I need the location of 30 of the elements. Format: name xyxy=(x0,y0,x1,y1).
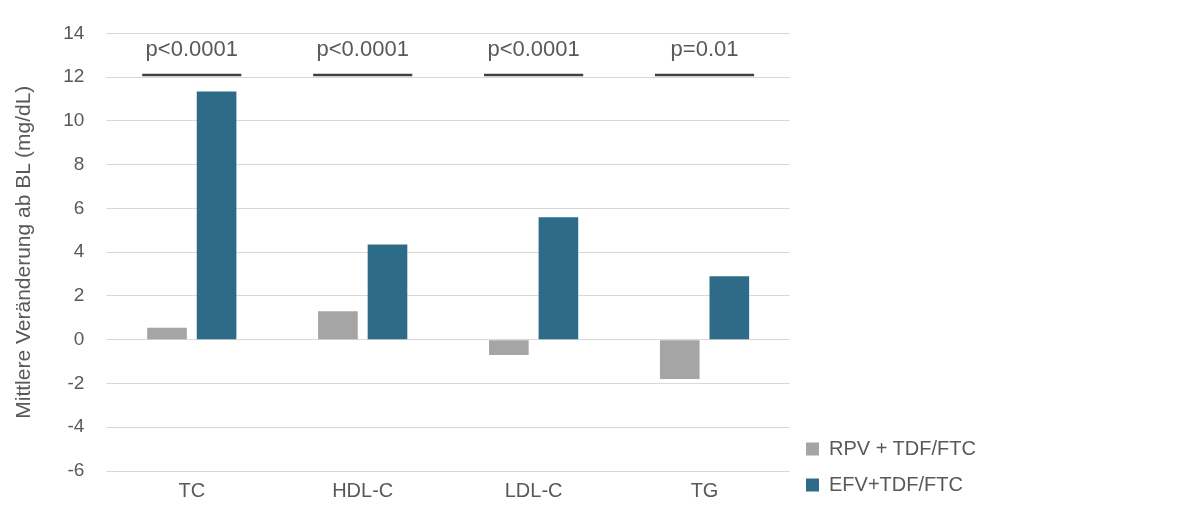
bar xyxy=(538,217,579,340)
bar xyxy=(659,340,700,380)
bar xyxy=(318,311,358,340)
bar xyxy=(196,91,237,340)
annotation: p<0.0001 xyxy=(145,36,238,62)
x-tick-label: TG xyxy=(690,478,719,501)
annotation: p=0.01 xyxy=(670,36,739,62)
annotation: p<0.0001 xyxy=(316,36,409,62)
y-tick-label: -2 xyxy=(67,371,85,393)
y-tick-label: -6 xyxy=(67,459,85,481)
y-tick-label: -4 xyxy=(67,415,85,437)
y-axis-title: Mittlere Veränderung ab BL (mg/dL) xyxy=(11,85,35,419)
legend-label: RPV + TDF/FTC xyxy=(829,436,976,459)
x-tick-label: HDL-C xyxy=(332,478,394,501)
y-tick-label: 14 xyxy=(63,21,85,43)
x-tick-label: LDL-C xyxy=(504,478,563,501)
bar xyxy=(489,340,529,356)
bar xyxy=(147,327,187,340)
bar xyxy=(367,244,408,340)
y-tick-label: 0 xyxy=(73,327,85,349)
annotation: p<0.0001 xyxy=(487,36,580,62)
y-tick-label: 10 xyxy=(63,109,85,131)
bar xyxy=(709,276,750,340)
y-tick-label: 4 xyxy=(73,240,85,262)
y-tick-label: 2 xyxy=(73,284,85,306)
y-tick-label: 8 xyxy=(73,152,85,174)
legend-label: EFV+TDF/FTC xyxy=(829,472,963,495)
y-tick-label: 12 xyxy=(63,65,85,87)
y-tick-label: 6 xyxy=(73,196,85,218)
x-tick-label: TC xyxy=(178,478,206,501)
